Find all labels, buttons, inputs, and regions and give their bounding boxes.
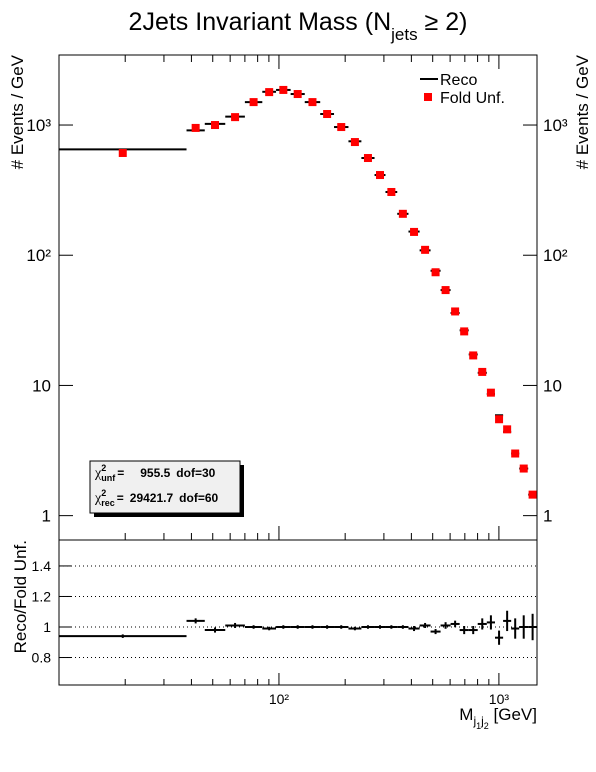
- fold-marker: [528, 490, 537, 499]
- stats-symbol: χ: [94, 466, 102, 481]
- legend-marker: [424, 93, 432, 101]
- fold-marker: [265, 88, 274, 97]
- fold-marker: [376, 171, 385, 180]
- y2-axis-label: # Events / GeV: [573, 54, 592, 169]
- fold-marker: [293, 90, 302, 99]
- y-tick-label: 1.4: [32, 558, 52, 574]
- stats-value: 955.5: [140, 466, 170, 480]
- y-tick-label: 10: [32, 376, 51, 395]
- fold-marker: [511, 449, 520, 458]
- fold-marker: [350, 138, 359, 147]
- title-tail: ≥ 2): [418, 8, 468, 36]
- stats-line: χ2 unf = 955.5 dof=30: [94, 463, 216, 483]
- title-main: 2Jets Invariant Mass (N: [129, 8, 392, 36]
- x-label-part: [GeV]: [489, 705, 537, 724]
- fold-marker: [337, 123, 346, 132]
- ratio-frame: [58, 539, 538, 686]
- y2-tick-label: 10³: [543, 116, 568, 135]
- y2-tick-label: 10²: [543, 246, 568, 265]
- fold-marker: [495, 415, 504, 424]
- fold-marker: [486, 388, 495, 397]
- x-tick-label: 10²: [269, 691, 290, 707]
- fold-marker: [118, 148, 127, 157]
- stats-sub: unf: [101, 473, 116, 483]
- stats-symbol: χ: [94, 491, 102, 506]
- x-tick-label: 10³: [489, 691, 510, 707]
- legend-label: Reco: [440, 72, 477, 89]
- stats-exp: 2: [101, 463, 106, 473]
- fold-marker: [478, 367, 487, 376]
- fold-marker: [469, 351, 478, 360]
- fold-marker: [451, 307, 460, 316]
- y-tick-label: 10²: [26, 246, 51, 265]
- fold-marker: [519, 464, 528, 473]
- x-label-part: 1: [476, 721, 481, 731]
- y2-tick-label: 10: [543, 376, 562, 395]
- fold-marker: [363, 154, 372, 163]
- title-sub: jets: [390, 25, 417, 44]
- stats-eq: =: [117, 491, 124, 505]
- stats-sub: rec: [101, 498, 115, 508]
- stats-eq: =: [117, 466, 124, 480]
- y-axis-label: # Events / GeV: [8, 54, 27, 169]
- x-axis-label: Mj1j2 [GeV]: [459, 705, 537, 731]
- fold-marker: [191, 123, 200, 132]
- x-label-part: j: [472, 714, 476, 728]
- y-tick-label: 0.8: [32, 650, 52, 666]
- fold-marker: [279, 85, 288, 94]
- y2-tick-label: 1: [543, 507, 552, 526]
- fold-marker: [249, 98, 258, 107]
- fold-marker: [211, 121, 220, 130]
- stats-box: [89, 460, 241, 514]
- stats-exp: 2: [101, 488, 106, 498]
- legend-label: Fold Unf.: [440, 90, 505, 107]
- fold-marker: [441, 286, 450, 295]
- stats-dof: dof=60: [179, 491, 218, 505]
- fold-marker: [431, 268, 440, 277]
- y-tick-label: 1: [43, 619, 51, 635]
- ratio-y-label: Reco/Fold Unf.: [11, 540, 30, 653]
- y-tick-label: 10³: [26, 116, 51, 135]
- stats-value: 29421.7: [130, 491, 174, 505]
- stats-dof: dof=30: [176, 466, 215, 480]
- stats-line: χ2 rec = 29421.7 dof=60: [94, 488, 218, 508]
- fold-marker: [323, 110, 332, 119]
- fold-marker: [387, 187, 396, 196]
- y-tick-label: 1: [42, 507, 51, 526]
- fold-marker: [231, 113, 240, 122]
- fold-marker: [421, 245, 430, 254]
- fold-marker: [460, 327, 469, 336]
- fold-marker: [503, 425, 512, 434]
- fold-marker: [398, 209, 407, 218]
- x-label-part: 2: [484, 721, 489, 731]
- x-label-part: j: [480, 714, 484, 728]
- y-tick-label: 1.2: [32, 588, 52, 604]
- x-label-part: M: [459, 705, 473, 724]
- fold-marker: [410, 227, 419, 236]
- fold-marker: [308, 98, 317, 107]
- chart-title: 2Jets Invariant Mass (Njets ≥ 2): [129, 8, 468, 44]
